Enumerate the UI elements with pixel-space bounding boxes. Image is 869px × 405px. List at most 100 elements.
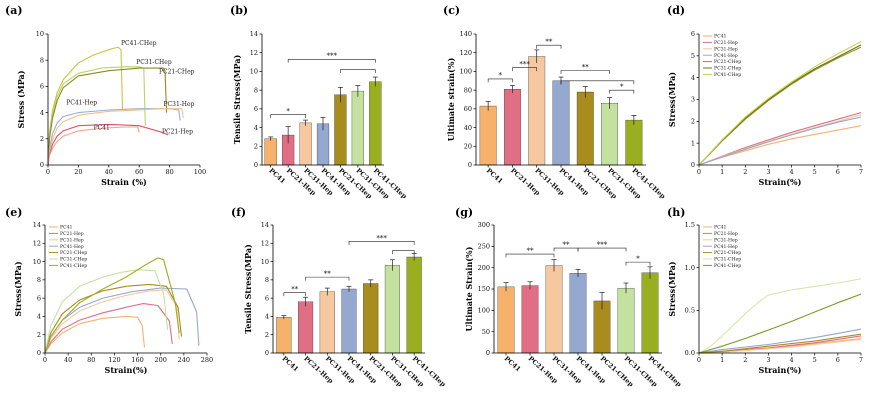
bar-pc41-hep xyxy=(552,80,570,166)
panel-label-c: (c) xyxy=(443,4,460,17)
x-tick-label: 4 xyxy=(790,168,794,176)
curve-annotation: PC41-Hep xyxy=(66,100,97,107)
series-line-pc21-chep xyxy=(44,283,183,354)
series-line-pc21-hep xyxy=(44,303,173,354)
significance-label: * xyxy=(499,72,503,80)
y-tick-label: 0 xyxy=(468,161,472,169)
y-tick-label: 6 xyxy=(37,294,41,302)
y-tick-label: 6 xyxy=(40,83,44,91)
y-tick-label: 6 xyxy=(691,30,695,38)
x-tick-label: 7 xyxy=(859,168,863,176)
x-axis-label: Strain(%) xyxy=(759,365,802,375)
y-tick-label: 2 xyxy=(265,331,269,339)
y-tick-label: 0 xyxy=(37,349,41,357)
y-tick-label: 6 xyxy=(254,105,258,113)
y-tick-label: 6 xyxy=(265,294,269,302)
y-tick-label: 4 xyxy=(265,313,269,321)
series-line-pc41-hep xyxy=(44,287,200,354)
y-tick-label: 2 xyxy=(254,142,258,150)
axis-frame xyxy=(493,225,662,354)
x-tick-label: 2 xyxy=(743,168,747,176)
series-line-pc21-chep xyxy=(47,67,168,166)
y-tick-label: 200 xyxy=(478,264,490,272)
y-tick-label: 0 xyxy=(254,161,258,169)
bar-pc41-chep xyxy=(641,272,659,354)
y-tick-label: 300 xyxy=(478,221,490,229)
significance-bracket xyxy=(609,89,635,94)
y-tick-label: 1.5 xyxy=(685,221,695,229)
bar-pc41 xyxy=(276,317,292,354)
x-tick-label: 0 xyxy=(46,168,50,176)
curve-annotation: PC21-Hep xyxy=(162,129,193,136)
legend-entry: PC21-CHep xyxy=(60,250,87,256)
series-line-pc41-chep xyxy=(44,257,180,354)
bar-pc31-chep xyxy=(617,287,635,354)
y-axis-label: Stress(MPa) xyxy=(13,261,23,316)
y-tick-label: 12 xyxy=(261,239,269,247)
x-tick-label: 0 xyxy=(697,168,701,176)
x-tick-label: 280 xyxy=(201,356,213,364)
bar-pc31-hep xyxy=(299,122,312,166)
panel-label-d: (d) xyxy=(667,4,685,17)
y-tick-label: 5 xyxy=(691,52,695,60)
significance-label: ** xyxy=(527,247,535,255)
y-tick-label: 2 xyxy=(691,118,695,126)
x-axis-label: Strain(%) xyxy=(759,177,802,187)
significance-bracket xyxy=(512,67,538,72)
significance-label: *** xyxy=(376,234,387,242)
y-tick-label: 100 xyxy=(460,68,472,76)
panel-label-f: (f) xyxy=(231,206,246,219)
axis-frame xyxy=(47,34,200,166)
significance-label: *** xyxy=(597,241,608,249)
y-tick-label: 14 xyxy=(261,221,269,229)
x-tick-label: 240 xyxy=(178,356,190,364)
y-tick-label: 2 xyxy=(40,135,44,143)
y-tick-label: 4 xyxy=(691,74,695,82)
series-line-pc41-chep xyxy=(47,46,124,166)
y-tick-label: 0 xyxy=(265,349,269,357)
series-line-pc41-hep xyxy=(47,108,181,166)
x-tick-label: 7 xyxy=(859,356,863,364)
panel-label-b: (b) xyxy=(230,4,248,17)
category-label: PC41 xyxy=(267,167,287,186)
y-tick-label: 100 xyxy=(478,307,490,315)
x-tick-label: 200 xyxy=(155,356,167,364)
y-tick-label: 50 xyxy=(482,328,490,336)
x-tick-label: 6 xyxy=(836,356,840,364)
legend-entry: PC41-CHep xyxy=(714,263,741,269)
series-line-pc21-hep xyxy=(47,123,169,166)
axis-frame xyxy=(698,225,861,354)
series-line-pc41 xyxy=(44,315,146,354)
bar-pc31-chep xyxy=(351,90,364,166)
y-tick-label: 140 xyxy=(460,30,472,38)
significance-bracket xyxy=(270,114,306,118)
y-tick-label: 12 xyxy=(250,49,258,57)
bar-pc41 xyxy=(264,138,277,166)
y-tick-label: 60 xyxy=(464,105,472,113)
panel-label-g: (g) xyxy=(455,206,473,219)
significance-bracket xyxy=(287,58,376,63)
bar-pc41-hep xyxy=(341,288,357,354)
legend-entry: PC31-CHep xyxy=(714,257,741,263)
bar-pc41-chep xyxy=(406,256,422,354)
curve-annotation: PC31-Hep xyxy=(164,101,195,108)
bar-pc31-chep xyxy=(384,265,400,354)
axis-frame xyxy=(261,34,384,166)
x-tick-label: 0 xyxy=(43,356,47,364)
bar-pc41 xyxy=(497,286,515,354)
series-line-pc41-chep xyxy=(698,41,862,166)
series-line-pc21-chep xyxy=(698,333,862,354)
series-line-pc41-hep xyxy=(698,328,862,354)
legend-entry: PC21-CHep xyxy=(714,59,741,65)
significance-bracket xyxy=(505,253,555,258)
y-tick-label: 8 xyxy=(40,56,44,64)
y-tick-label: 10 xyxy=(250,68,258,76)
legend-entry: PC21-Hep xyxy=(60,231,84,237)
legend-entry: PC41-CHep xyxy=(714,72,741,78)
series-line-pc41-hep xyxy=(698,116,862,166)
significance-label: ** xyxy=(324,270,332,278)
legend-entry: PC41-Hep xyxy=(60,244,84,250)
significance-label: *** xyxy=(519,60,530,68)
